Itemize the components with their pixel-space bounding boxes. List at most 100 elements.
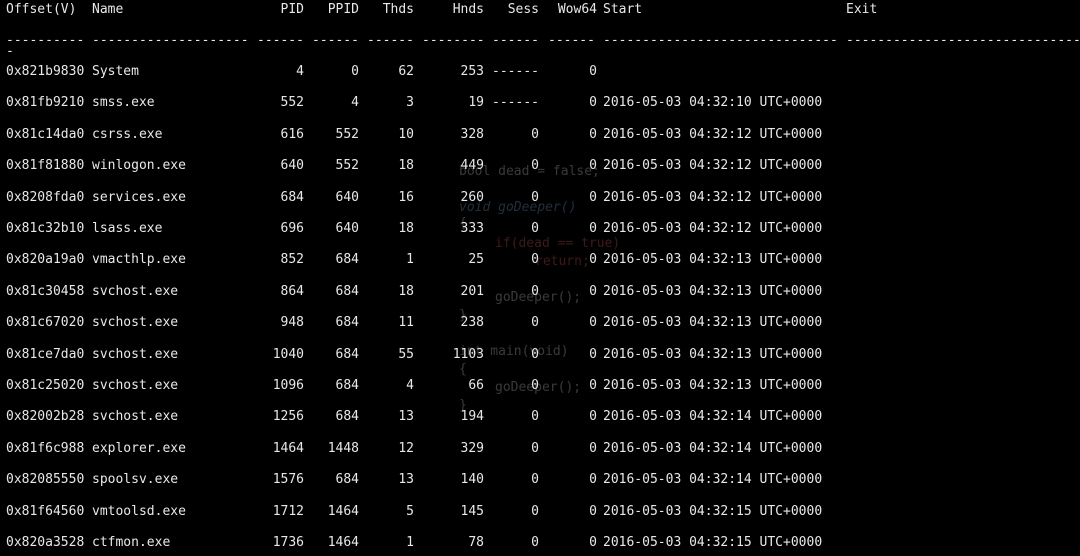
cell-offset: 0x82002b28	[6, 409, 85, 424]
cell-pid: 1736	[272, 535, 304, 550]
cell-exit	[846, 220, 1076, 238]
cell-offset: 0x81c14da0	[6, 127, 85, 142]
table-row: 0x82085550 spoolsv.exe 1576 684 13 140 0 0 2016-…	[0, 471, 1080, 489]
cell-thds: 18	[398, 284, 414, 299]
cell-sess: 0	[531, 535, 539, 550]
cell-ppid: 640	[335, 190, 359, 205]
cell-hnds: 329	[460, 441, 484, 456]
table-row: 0x81c25020 svchost.exe 1096 684 4 66 0 0 2016-05…	[0, 377, 1080, 395]
cell-sess: 0	[531, 158, 539, 173]
cell-pid: 948	[280, 315, 304, 330]
cell-wow64: 0	[589, 284, 597, 299]
cell-pid: 616	[280, 127, 304, 142]
cell-sess: 0	[531, 252, 539, 267]
cell-thds: 55	[398, 347, 414, 362]
cell-ppid: 684	[335, 472, 359, 487]
cell-wow64: 0	[589, 441, 597, 456]
cell-ppid: 684	[335, 284, 359, 299]
cell-name: vmacthlp.exe	[92, 252, 186, 267]
cell-exit	[846, 346, 1076, 364]
table-row: 0x81f81880 winlogon.exe 640 552 18 449 0 0 2016-…	[0, 157, 1080, 175]
cell-start: 2016-05-03 04:32:14 UTC+0000	[603, 441, 823, 456]
table-row: 0x81c67020 svchost.exe 948 684 11 238 0 0 2016-0…	[0, 314, 1080, 332]
header-hnds: Hnds	[452, 2, 484, 17]
cell-hnds: 140	[460, 472, 484, 487]
cell-exit	[846, 408, 1076, 426]
cell-hnds: 25	[468, 252, 484, 267]
cell-thds: 1	[406, 535, 414, 550]
table-row: 0x81fb9210 smss.exe 552 4 3 19 ------ 0 2016-05-…	[0, 94, 1080, 112]
table-row: 0x81f6c988 explorer.exe 1464 1448 12 329 0 0 201…	[0, 440, 1080, 458]
table-row: 0x81c32b10 lsass.exe 696 640 18 333 0 0 2016-05-…	[0, 220, 1080, 238]
cell-pid: 852	[280, 252, 304, 267]
cell-offset: 0x8208fda0	[6, 190, 85, 205]
cell-name: svchost.exe	[92, 315, 179, 330]
cell-start	[603, 63, 843, 81]
separator-trailing: -	[6, 44, 14, 59]
cell-wow64: 0	[589, 535, 597, 550]
cell-hnds: 260	[460, 190, 484, 205]
cell-thds: 3	[406, 95, 414, 110]
cell-pid: 640	[280, 158, 304, 173]
cell-sess: 0	[531, 127, 539, 142]
cell-offset: 0x820a3528	[6, 535, 85, 550]
cell-exit	[846, 189, 1076, 207]
cell-offset: 0x81f81880	[6, 158, 85, 173]
cell-hnds: 449	[460, 158, 484, 173]
cell-ppid: 1448	[327, 441, 359, 456]
cell-hnds: 238	[460, 315, 484, 330]
watermark-line: {	[459, 362, 467, 377]
cell-offset: 0x81c25020	[6, 378, 85, 393]
cell-wow64: 0	[589, 64, 597, 79]
cell-hnds: 78	[468, 535, 484, 550]
separator-start: ------------------------------	[603, 33, 838, 48]
cell-offset: 0x81c67020	[6, 315, 85, 330]
cell-offset: 0x81f6c988	[6, 441, 85, 456]
cell-start: 2016-05-03 04:32:14 UTC+0000	[603, 409, 823, 424]
cell-pid: 1256	[272, 409, 304, 424]
cell-offset: 0x821b9830	[6, 64, 85, 79]
cell-hnds: 201	[460, 284, 484, 299]
cell-hnds: 145	[460, 504, 484, 519]
cell-wow64: 0	[589, 127, 597, 142]
cell-hnds: 253	[460, 64, 484, 79]
table-row: 0x81c14da0 csrss.exe 616 552 10 328 0 0 2016-05-…	[0, 126, 1080, 144]
cell-pid: 864	[280, 284, 304, 299]
cell-start: 2016-05-03 04:32:15 UTC+0000	[603, 535, 823, 550]
cell-name: smss.exe	[92, 95, 155, 110]
cell-pid: 696	[280, 221, 304, 236]
header-ppid: PPID	[327, 2, 359, 17]
cell-name: svchost.exe	[92, 347, 179, 362]
separator-wow64: ------	[548, 33, 595, 48]
cell-pid: 552	[280, 95, 304, 110]
watermark-line: if(dead == true)	[495, 236, 621, 251]
cell-start: 2016-05-03 04:32:13 UTC+0000	[603, 315, 823, 330]
cell-start: 2016-05-03 04:32:13 UTC+0000	[603, 252, 823, 267]
cell-exit	[846, 157, 1076, 175]
separator-ppid: ------	[312, 33, 359, 48]
cell-ppid: 684	[335, 252, 359, 267]
cell-thds: 12	[398, 441, 414, 456]
cell-name: services.exe	[92, 190, 186, 205]
cell-offset: 0x81fb9210	[6, 95, 85, 110]
separator-sess: ------	[492, 33, 539, 48]
table-row: 0x81f64560 vmtoolsd.exe 1712 1464 5 145 0 0 2016…	[0, 503, 1080, 521]
cell-ppid: 684	[335, 315, 359, 330]
cell-thds: 13	[398, 409, 414, 424]
cell-pid: 1576	[272, 472, 304, 487]
cell-sess: 0	[531, 315, 539, 330]
cell-offset: 0x81c32b10	[6, 221, 85, 236]
cell-exit	[846, 126, 1076, 144]
cell-name: explorer.exe	[92, 441, 186, 456]
cell-thds: 18	[398, 158, 414, 173]
cell-sess: 0	[531, 441, 539, 456]
cell-name: ctfmon.exe	[92, 535, 171, 550]
cell-start: 2016-05-03 04:32:12 UTC+0000	[603, 190, 823, 205]
cell-thds: 13	[398, 472, 414, 487]
cell-ppid: 640	[335, 221, 359, 236]
cell-ppid: 1464	[327, 535, 359, 550]
cell-name: winlogon.exe	[92, 158, 186, 173]
cell-name: csrss.exe	[92, 127, 163, 142]
cell-ppid: 684	[335, 409, 359, 424]
